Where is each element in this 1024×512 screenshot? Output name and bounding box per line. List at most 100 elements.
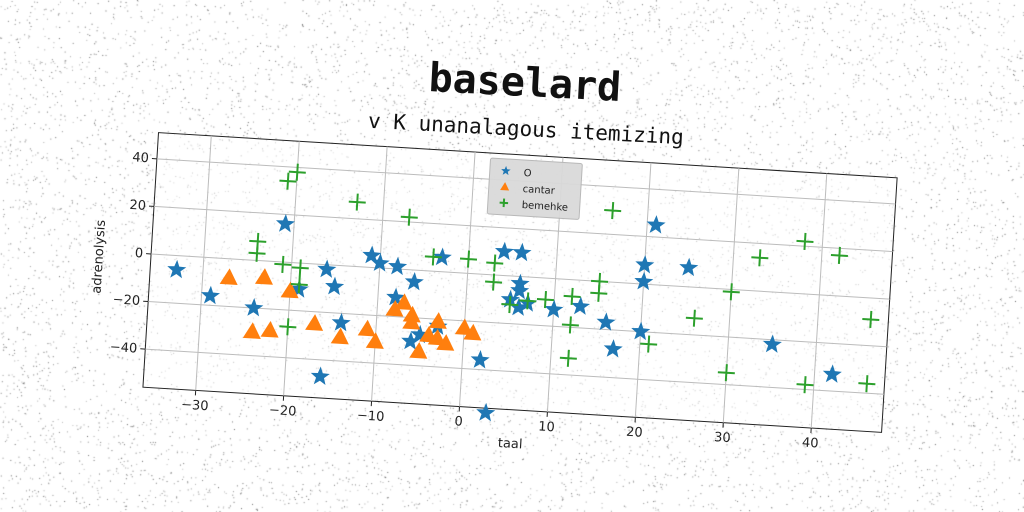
triangle-marker-cantar bbox=[305, 314, 324, 331]
triangle-marker-cantar bbox=[463, 323, 482, 341]
plus-marker-bemehke bbox=[751, 249, 769, 267]
y-grid-line bbox=[145, 348, 884, 395]
x-grid-line bbox=[283, 141, 300, 396]
axis-ticks: −30 −20 −10 0 10 20 30 40 −40 −20 0 20 40 bbox=[109, 150, 819, 451]
plus-marker-bemehke bbox=[288, 163, 306, 181]
x-tick-label: 0 bbox=[454, 414, 463, 429]
star-marker-O bbox=[494, 241, 514, 261]
x-grid-line bbox=[371, 146, 388, 402]
plus-marker-bemehke bbox=[290, 275, 308, 294]
plus-marker-bemehke bbox=[274, 255, 292, 273]
legend-box bbox=[486, 157, 583, 220]
star-marker-O bbox=[244, 298, 264, 317]
triangle-marker-cantar bbox=[219, 268, 238, 286]
triangle-marker-cantar bbox=[280, 281, 299, 299]
triangle-marker-cantar bbox=[357, 319, 376, 337]
triangle-marker-cantar bbox=[436, 334, 455, 351]
chart-suptitle: baselard bbox=[428, 55, 623, 111]
star-marker-O bbox=[509, 297, 529, 316]
x-tick-label: 10 bbox=[538, 419, 555, 435]
x-grid-line bbox=[458, 151, 476, 407]
plus-marker-bemehke bbox=[279, 318, 297, 336]
triangle-marker-cantar bbox=[385, 299, 404, 317]
triangle-marker-cantar bbox=[402, 312, 421, 330]
y-grid-line bbox=[148, 301, 887, 348]
plus-marker-bemehke bbox=[796, 232, 814, 250]
star-marker-O bbox=[276, 213, 295, 233]
triangle-marker-cantar bbox=[330, 327, 349, 345]
plus-marker-bemehke bbox=[559, 349, 577, 367]
star-marker-O bbox=[510, 280, 530, 300]
x-grid-line bbox=[634, 162, 652, 418]
plus-marker-bemehke bbox=[796, 376, 814, 394]
plus-marker-bemehke bbox=[640, 335, 658, 353]
plus-marker-bemehke bbox=[519, 292, 537, 310]
legend-entry-label: bemehke bbox=[521, 200, 568, 214]
star-marker-O bbox=[512, 242, 532, 262]
star-marker-O bbox=[317, 259, 337, 278]
y-tick-label: −20 bbox=[112, 292, 140, 309]
data-markers bbox=[167, 163, 880, 422]
y-tick-label: 0 bbox=[134, 246, 143, 261]
plus-marker-bemehke bbox=[590, 284, 608, 302]
star-marker-O bbox=[631, 321, 651, 341]
triangle-marker-cantar bbox=[428, 312, 447, 329]
plus-marker-bemehke bbox=[348, 193, 366, 211]
star-marker-O bbox=[370, 253, 390, 272]
legend-entry-label: O bbox=[523, 168, 532, 179]
x-tick-label: −10 bbox=[356, 408, 384, 425]
star-marker-O bbox=[603, 339, 623, 358]
x-tick-label: 20 bbox=[626, 425, 643, 441]
legend-triangle-marker bbox=[500, 182, 510, 191]
triangle-marker-cantar bbox=[409, 342, 428, 359]
plus-marker-bemehke bbox=[536, 291, 555, 309]
x-tick-label: 30 bbox=[714, 430, 731, 446]
plus-marker-bemehke bbox=[717, 364, 735, 382]
y-axis-label: adrenolysis bbox=[90, 219, 109, 294]
star-marker-O bbox=[470, 350, 490, 369]
y-grid-line bbox=[153, 205, 893, 253]
star-marker-O bbox=[325, 276, 345, 296]
plus-marker-bemehke bbox=[486, 254, 504, 272]
x-axis-label: taal bbox=[497, 436, 523, 452]
star-marker-O bbox=[331, 312, 351, 332]
star-marker-O bbox=[634, 271, 654, 291]
y-tick-label: 40 bbox=[132, 150, 149, 166]
triangle-marker-cantar bbox=[454, 318, 473, 336]
star-marker-O bbox=[822, 364, 842, 383]
legend-plus-marker bbox=[499, 198, 509, 208]
plus-marker-bemehke bbox=[858, 375, 876, 393]
triangle-marker-cantar bbox=[260, 320, 279, 338]
plus-marker-bemehke bbox=[561, 316, 579, 334]
star-marker-O bbox=[646, 215, 666, 234]
star-marker-O bbox=[310, 366, 330, 385]
star-marker-O bbox=[388, 256, 408, 276]
star-marker-O bbox=[404, 272, 424, 291]
plus-marker-bemehke bbox=[400, 208, 418, 226]
x-tick-label: −20 bbox=[269, 403, 297, 420]
triangle-marker-cantar bbox=[242, 322, 261, 339]
x-grid-line bbox=[810, 173, 828, 429]
triangle-marker-cantar bbox=[365, 332, 384, 349]
star-marker-O bbox=[401, 331, 421, 350]
star-marker-O bbox=[679, 257, 699, 277]
plus-marker-bemehke bbox=[604, 202, 622, 220]
x-grid-line bbox=[195, 135, 212, 391]
triangle-marker-cantar bbox=[394, 293, 413, 311]
y-tick-label: −40 bbox=[109, 340, 137, 357]
star-marker-O bbox=[596, 312, 616, 331]
star-marker-O bbox=[167, 259, 187, 279]
plus-marker-bemehke bbox=[685, 309, 703, 327]
legend-star-marker bbox=[501, 165, 511, 176]
plus-marker-bemehke bbox=[563, 287, 581, 305]
y-tick-label: 20 bbox=[129, 198, 146, 214]
star-marker-O bbox=[386, 287, 406, 307]
star-marker-O bbox=[544, 299, 564, 319]
plus-marker-bemehke bbox=[291, 259, 309, 277]
plus-marker-bemehke bbox=[830, 246, 848, 265]
triangle-marker-cantar bbox=[427, 328, 446, 346]
chart-title: v K unanalagous itemizing bbox=[367, 109, 684, 150]
